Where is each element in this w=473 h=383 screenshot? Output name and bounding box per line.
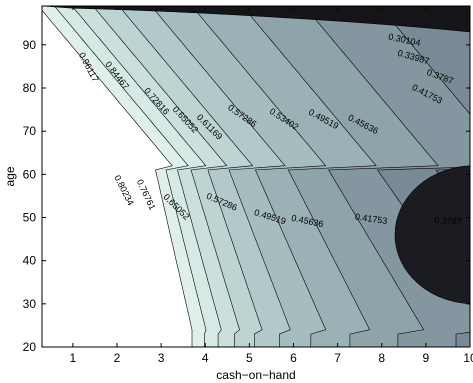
y-axis-label: age <box>3 166 17 186</box>
y-tick-label: 90 <box>23 38 37 52</box>
dark-top-region <box>42 6 470 33</box>
x-tick-label: 4 <box>202 351 209 365</box>
x-tick-label: 8 <box>378 351 385 365</box>
y-tick-label: 60 <box>23 167 37 181</box>
x-tick-label: 3 <box>158 351 165 365</box>
x-tick-label: 6 <box>290 351 297 365</box>
y-tick-label: 20 <box>23 340 37 354</box>
x-tick-label: 9 <box>423 351 430 365</box>
y-axis-ticks: 20 30 40 50 60 70 80 90 <box>23 38 470 354</box>
x-axis-label: cash−on−hand <box>216 368 295 382</box>
contour-bands <box>42 6 470 347</box>
x-tick-label: 7 <box>334 351 341 365</box>
contour-label: 0.41753 <box>354 212 388 226</box>
x-axis-ticks: 1 2 3 4 5 6 7 8 9 10 <box>70 6 473 365</box>
y-tick-label: 30 <box>23 297 37 311</box>
x-tick-label: 5 <box>246 351 253 365</box>
y-tick-label: 80 <box>23 81 37 95</box>
x-tick-label: 2 <box>114 351 121 365</box>
white-low-region <box>42 333 175 347</box>
y-tick-label: 50 <box>23 211 37 225</box>
x-tick-label: 1 <box>70 351 77 365</box>
y-tick-label: 70 <box>23 124 37 138</box>
x-tick-label: 10 <box>463 351 473 365</box>
plot-frame <box>41 5 471 348</box>
dark-right-region <box>394 165 470 305</box>
contour-label: 0.3787 <box>434 215 462 227</box>
y-tick-label: 40 <box>23 254 37 268</box>
